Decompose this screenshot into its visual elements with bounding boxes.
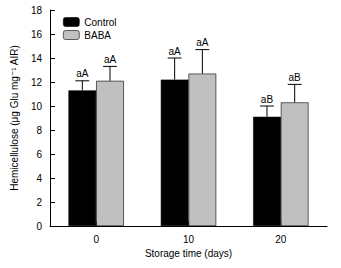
svg-text:16: 16: [31, 29, 43, 40]
svg-text:aB: aB: [261, 94, 274, 105]
svg-text:aA: aA: [76, 68, 89, 79]
svg-text:aA: aA: [104, 54, 117, 65]
svg-text:10: 10: [183, 234, 195, 245]
svg-text:Control: Control: [84, 17, 116, 28]
svg-text:12: 12: [31, 77, 43, 88]
svg-text:6: 6: [36, 149, 42, 160]
svg-text:aB: aB: [289, 72, 302, 83]
svg-text:BABA: BABA: [84, 30, 111, 41]
svg-text:0: 0: [93, 234, 99, 245]
svg-text:4: 4: [36, 173, 42, 184]
svg-text:Storage time (days): Storage time (days): [145, 248, 232, 259]
svg-text:18: 18: [31, 5, 43, 16]
svg-text:10: 10: [31, 101, 43, 112]
svg-text:20: 20: [275, 234, 287, 245]
svg-text:8: 8: [36, 125, 42, 136]
svg-text:Hemicellulose (μg Glu mg⁻¹ AIR: Hemicellulose (μg Glu mg⁻¹ AIR): [9, 45, 20, 191]
svg-text:0: 0: [36, 221, 42, 232]
svg-text:2: 2: [36, 197, 42, 208]
svg-text:14: 14: [31, 53, 43, 64]
svg-text:aA: aA: [169, 46, 182, 57]
svg-text:aA: aA: [196, 37, 209, 48]
